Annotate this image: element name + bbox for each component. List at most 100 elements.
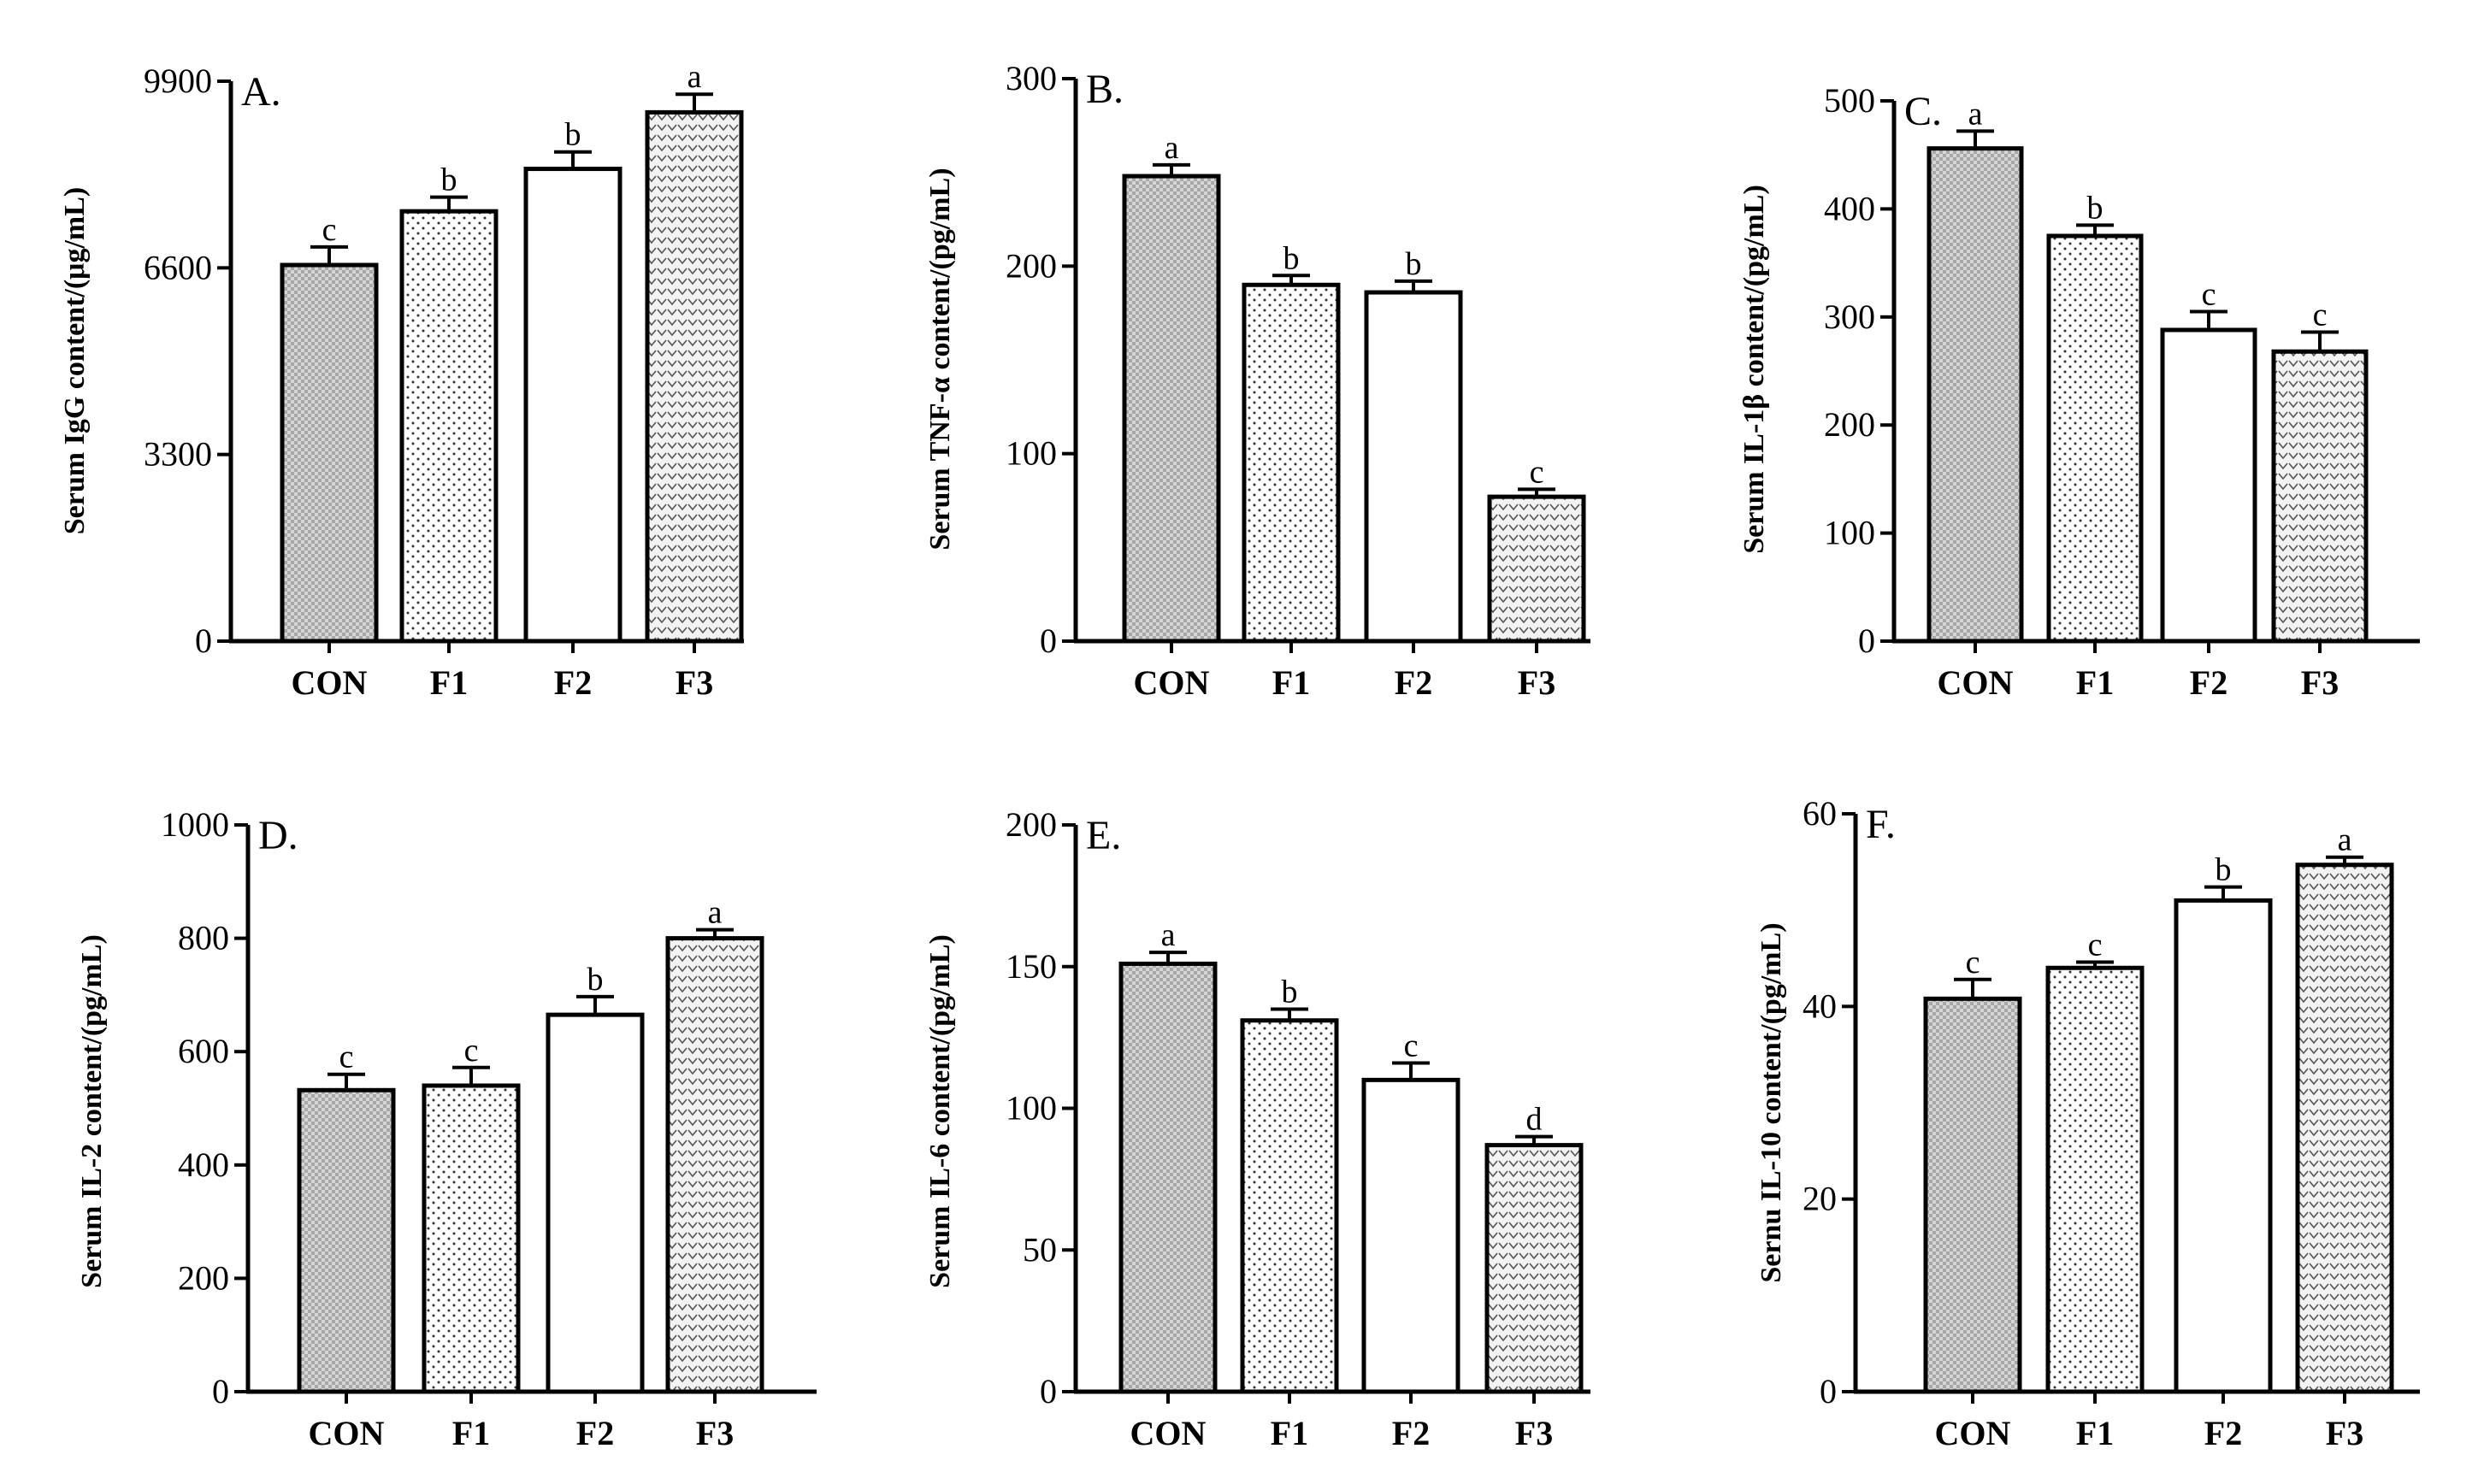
bar-f3 — [645, 109, 744, 644]
bar-f1 — [1242, 282, 1341, 644]
bar-f3 — [2295, 863, 2394, 1394]
bar-f2 — [523, 167, 622, 644]
y-tick-label: 50 — [1023, 1230, 1057, 1269]
bar-f3 — [2271, 349, 2369, 644]
y-tick-label: 200 — [1006, 246, 1057, 285]
y-tick-label: 0 — [212, 1372, 229, 1410]
bar-con — [1927, 146, 2024, 644]
significance-letter: b — [2087, 190, 2104, 226]
bar-f3 — [665, 936, 764, 1394]
bar-f1 — [2046, 233, 2144, 644]
x-tick-label: CON — [1938, 663, 2014, 702]
significance-letter: d — [1526, 1102, 1543, 1138]
bar-f2 — [1361, 1077, 1460, 1394]
panel-letter: F. — [1866, 802, 1896, 847]
x-tick-label: F1 — [2076, 1414, 2114, 1452]
significance-letter: b — [441, 162, 457, 198]
x-tick-label: CON — [292, 663, 368, 702]
bar-con — [1923, 996, 2022, 1394]
y-axis-title: Serum IL-6 content/(pg/mL) — [924, 934, 956, 1288]
significance-letter: c — [322, 212, 337, 248]
y-tick-label: 300 — [1006, 59, 1057, 97]
y-tick-label: 300 — [1824, 297, 1875, 336]
x-tick-label: F1 — [430, 663, 468, 702]
chart-panel-6: 0 20 40 60 F. Sernu IL-10 content/(pg/mL) c CON… — [1755, 794, 2420, 1452]
bar-f1 — [399, 209, 499, 644]
x-tick-label: CON — [1130, 1414, 1207, 1452]
significance-letter: a — [708, 895, 723, 931]
panel-letter: E. — [1086, 813, 1121, 858]
significance-letter: a — [1161, 917, 1176, 953]
y-tick-label: 0 — [1040, 621, 1057, 660]
significance-letter: b — [1406, 246, 1422, 282]
y-tick-label: 200 — [1824, 405, 1875, 444]
significance-letter: a — [1968, 96, 1983, 132]
significance-letter: a — [687, 59, 702, 95]
y-tick-label: 400 — [178, 1145, 229, 1184]
bar-f2 — [1364, 290, 1463, 644]
chart-panel-5: 0 50 100 150 200 E. Serum IL-6 content/(pg/mL)… — [924, 805, 1590, 1452]
y-tick-label: 400 — [1824, 189, 1875, 227]
x-tick-label: F2 — [2204, 1414, 2242, 1452]
y-tick-label: 9900 — [144, 62, 212, 100]
x-tick-label: CON — [309, 1414, 385, 1452]
bar-con — [1118, 961, 1218, 1394]
y-tick-label: 60 — [1803, 794, 1837, 833]
chart-panel-4: 0 200 400 600 800 1000 D. Serum IL-2 content/(p… — [76, 805, 817, 1452]
significance-letter: c — [2202, 276, 2216, 312]
x-tick-label: F3 — [1518, 663, 1555, 702]
significance-letter: c — [2313, 297, 2328, 333]
y-axis-title: Serum IL-1β content/(pg/mL) — [1738, 185, 1770, 554]
bar-con — [280, 262, 379, 644]
significance-letter: c — [1530, 454, 1544, 490]
x-tick-label: F3 — [1515, 1414, 1553, 1452]
y-axis-title: Serum TNF-α content/(pg/mL) — [924, 168, 956, 550]
significance-letter: b — [1283, 240, 1300, 276]
y-tick-label: 0 — [195, 621, 212, 660]
significance-letter: b — [2216, 852, 2232, 888]
y-tick-label: 40 — [1803, 986, 1837, 1025]
bar-f2 — [2174, 898, 2273, 1394]
bar-f1 — [2045, 965, 2145, 1394]
y-tick-label: 600 — [178, 1032, 229, 1070]
significance-letter: b — [587, 962, 604, 998]
significance-letter: b — [565, 117, 581, 153]
significance-letter: c — [2088, 928, 2103, 963]
y-axis-title: Serum IgG content/(μg/mL) — [59, 187, 91, 534]
y-tick-label: 6600 — [144, 248, 212, 286]
y-tick-label: 0 — [1040, 1372, 1057, 1410]
x-tick-label: F3 — [696, 1414, 734, 1452]
y-tick-label: 150 — [1006, 947, 1057, 986]
x-tick-label: F1 — [1272, 663, 1310, 702]
significance-letter: c — [1966, 945, 1980, 980]
y-tick-label: 0 — [1858, 621, 1875, 660]
y-tick-label: 20 — [1803, 1180, 1837, 1218]
significance-letter: b — [1282, 974, 1298, 1010]
bar-con — [297, 1087, 396, 1394]
x-tick-label: F2 — [1395, 663, 1432, 702]
y-tick-label: 200 — [178, 1258, 229, 1297]
y-tick-label: 800 — [178, 919, 229, 957]
chart-panel-3: 0 100 200 300 400 500 C. Serum IL-1β content/(p… — [1738, 81, 2420, 702]
y-axis-title: Sernu IL-10 content/(pg/mL) — [1755, 922, 1787, 1282]
bar-con — [1122, 174, 1221, 644]
y-axis-title: Serum IL-2 content/(pg/mL) — [76, 934, 108, 1288]
x-tick-label: CON — [1134, 663, 1210, 702]
x-tick-label: F3 — [676, 663, 713, 702]
y-tick-label: 1000 — [161, 805, 229, 844]
x-tick-label: F1 — [452, 1414, 490, 1452]
x-tick-label: F2 — [1392, 1414, 1430, 1452]
significance-letter: c — [339, 1039, 354, 1075]
y-tick-label: 3300 — [144, 435, 212, 474]
x-tick-label: F3 — [2301, 663, 2339, 702]
bar-f2 — [546, 1012, 645, 1394]
y-tick-label: 500 — [1824, 81, 1875, 120]
x-tick-label: F2 — [2190, 663, 2227, 702]
significance-letter: c — [464, 1033, 479, 1069]
significance-letter: a — [2338, 822, 2352, 858]
x-tick-label: F1 — [2076, 663, 2114, 702]
x-tick-label: CON — [1935, 1414, 2011, 1452]
panel-letter: C. — [1904, 89, 1942, 134]
x-tick-label: F2 — [554, 663, 592, 702]
